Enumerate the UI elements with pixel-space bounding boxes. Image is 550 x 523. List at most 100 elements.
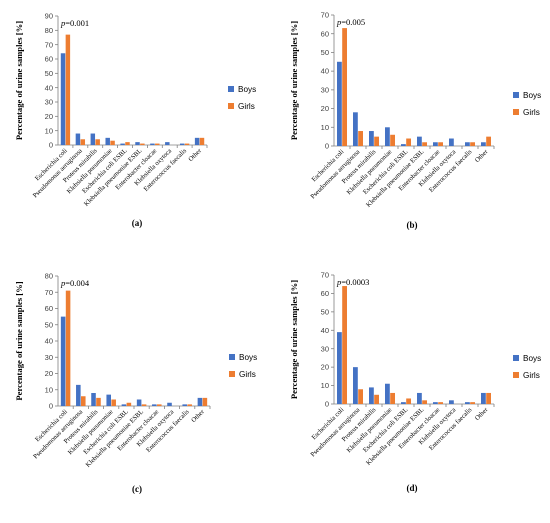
y-tick-label: 70 <box>45 40 53 49</box>
bar-girls <box>65 34 71 146</box>
y-tick-label: 50 <box>321 48 329 57</box>
bar-girls <box>187 404 192 406</box>
bar-boys <box>433 402 438 404</box>
bar-girls <box>486 136 491 146</box>
legend-swatch-boys <box>229 354 235 360</box>
legend-swatch-boys <box>228 86 234 92</box>
panel-label: (d) <box>407 483 418 493</box>
bar-boys <box>385 383 390 404</box>
bar-girls <box>486 392 491 404</box>
bar-boys <box>165 142 170 145</box>
bar-boys <box>179 143 185 145</box>
y-tick-label: 0 <box>325 142 329 151</box>
y-tick-label: 30 <box>321 85 329 94</box>
y-tick-label: 40 <box>321 67 329 76</box>
category-label: Other <box>474 148 490 164</box>
bar-girls <box>470 402 475 404</box>
p-value-annotation: p=0.001 <box>60 18 89 28</box>
legend-label-boys: Boys <box>523 354 541 363</box>
bar-girls <box>141 404 147 406</box>
bar-girls <box>95 139 100 145</box>
bar-girls <box>422 142 427 146</box>
bar-boys <box>401 402 406 404</box>
legend-label-girls: Girls <box>523 371 540 380</box>
bar-boys <box>75 133 81 145</box>
bar-boys <box>337 332 342 404</box>
bar-boys <box>465 402 470 404</box>
bar-boys <box>90 133 96 145</box>
bar-boys <box>449 138 454 146</box>
p-value-annotation: p=0.0003 <box>336 277 369 287</box>
bar-boys <box>481 142 486 146</box>
y-tick-label: 20 <box>321 104 329 113</box>
category-label: Other <box>190 408 206 424</box>
y-axis-label: Percentage of urine samples [%] <box>289 21 299 140</box>
bar-girls <box>157 404 162 406</box>
bar-girls <box>140 143 145 145</box>
bar-girls <box>202 397 208 406</box>
y-tick-label: 70 <box>45 288 53 297</box>
bar-girls <box>390 392 395 404</box>
bar-girls <box>110 140 115 145</box>
y-tick-label: 50 <box>321 307 329 316</box>
panel-label: (a) <box>132 218 143 228</box>
y-tick-label: 0 <box>49 402 53 411</box>
bar-boys <box>76 384 81 406</box>
y-axis-label: Percentage of urine samples [%] <box>14 21 24 140</box>
bar-boys <box>60 316 66 406</box>
legend-swatch-boys <box>513 92 519 98</box>
bar-girls <box>342 28 347 147</box>
bar-boys <box>120 143 125 145</box>
category-label: Other <box>187 147 203 163</box>
legend-label-boys: Boys <box>523 91 541 100</box>
y-tick-label: 70 <box>321 271 329 280</box>
bar-boys <box>106 394 111 406</box>
y-tick-label: 0 <box>49 141 53 150</box>
legend-swatch-boys <box>513 355 519 361</box>
bar-boys <box>417 392 422 404</box>
bar-boys <box>353 367 358 404</box>
bar-boys <box>152 404 157 406</box>
bar-boys <box>60 53 66 146</box>
legend-label-boys: Boys <box>238 85 256 94</box>
bar-boys <box>121 404 127 406</box>
bar-boys <box>369 131 374 146</box>
bar-boys <box>353 112 358 146</box>
bar-boys <box>105 137 110 145</box>
bar-boys <box>136 399 142 406</box>
category-label: Other <box>474 406 490 422</box>
bar-girls <box>111 399 116 406</box>
bar-girls <box>65 290 71 406</box>
y-tick-label: 10 <box>321 381 329 390</box>
bar-girls <box>80 139 86 145</box>
y-tick-label: 10 <box>321 123 329 132</box>
bar-girls <box>390 134 395 146</box>
bar-girls <box>342 286 347 404</box>
bar-girls <box>438 402 443 404</box>
bar-boys <box>167 402 172 406</box>
bar-boys <box>337 61 342 146</box>
y-tick-label: 20 <box>45 369 53 378</box>
y-tick-label: 10 <box>45 385 53 394</box>
y-tick-label: 80 <box>45 272 53 281</box>
bar-girls <box>470 142 475 146</box>
panel-a: Percentage of urine samples [%] 0 10 20 30 40… <box>14 12 256 228</box>
y-tick-label: 50 <box>45 69 53 78</box>
y-tick-label: 30 <box>45 98 53 107</box>
bar-boys <box>197 397 203 406</box>
bar-girls <box>81 396 86 406</box>
legend-swatch-girls <box>513 109 519 115</box>
p-value-annotation: p=0.005 <box>336 17 365 27</box>
y-tick-label: 60 <box>321 29 329 38</box>
bar-girls <box>96 397 101 406</box>
panel-b: Percentage of urine samples [%] 0 10 20 30 40… <box>289 11 541 230</box>
bar-boys <box>433 142 438 146</box>
y-tick-label: 60 <box>45 55 53 64</box>
bar-boys <box>385 127 390 146</box>
legend-label-boys: Boys <box>239 353 257 362</box>
y-tick-label: 90 <box>45 12 53 21</box>
bar-girls <box>374 394 379 404</box>
legend-label-girls: Girls <box>238 102 255 111</box>
bar-boys <box>194 137 200 145</box>
